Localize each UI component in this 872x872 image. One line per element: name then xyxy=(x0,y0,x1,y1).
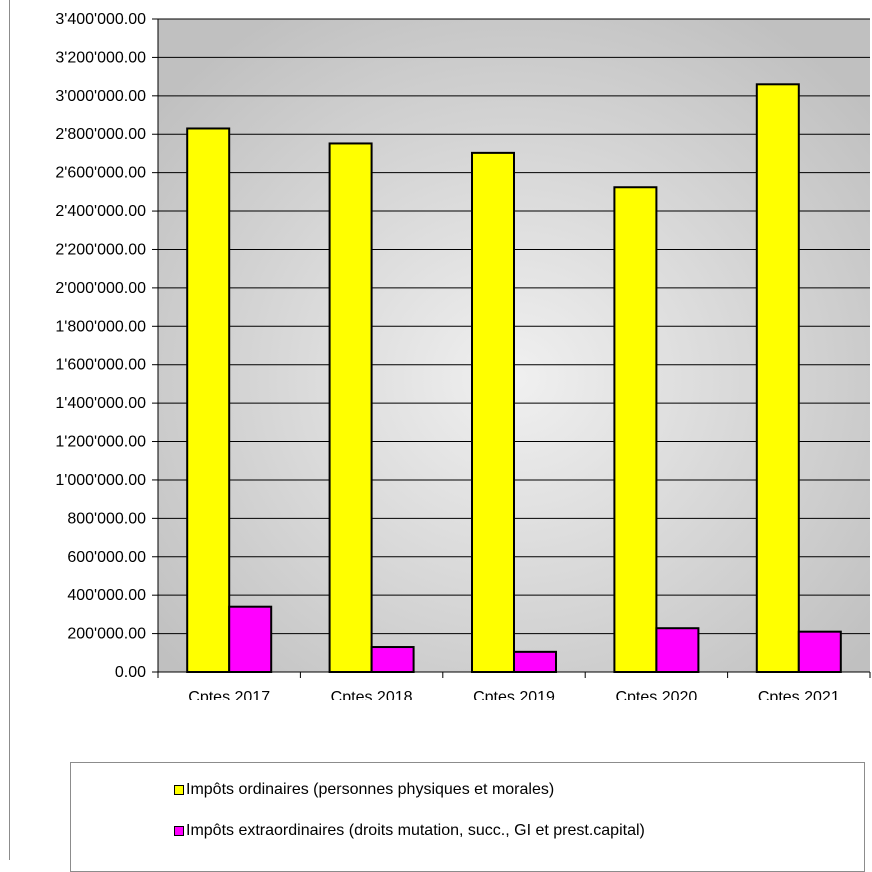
bar-ordinary xyxy=(471,151,515,674)
legend-item-ordinary: Impôts ordinaires (personnes physiques e… xyxy=(174,781,554,799)
legend: Impôts ordinaires (personnes physiques e… xyxy=(70,762,865,872)
y-tick-label: 1'400'000.00 xyxy=(55,395,146,412)
x-tick-label: Cptes 2021 xyxy=(758,689,840,700)
y-tick-label: 1'000'000.00 xyxy=(55,472,146,489)
bar-chart-svg: 0.00 200'000.00 400'000.00 600'000.00 800'00… xyxy=(55,11,871,706)
bar-extraordinary xyxy=(655,627,700,673)
bar-ordinary xyxy=(755,83,800,674)
y-tick-label: 400'000.00 xyxy=(67,587,146,604)
y-tick-label: 2'000'000.00 xyxy=(55,280,146,297)
y-tick-label: 3'200'000.00 xyxy=(55,49,146,66)
y-tick-label: 200'000.00 xyxy=(67,626,146,643)
legend-label-extraordinary: Impôts extraordinaires (droits mutation,… xyxy=(186,822,645,839)
y-tick-label: 3'400'000.00 xyxy=(55,11,146,28)
y-tick-label: 2'400'000.00 xyxy=(55,203,146,220)
legend-swatch-yellow-icon xyxy=(174,785,184,795)
y-tick-label: 800'000.00 xyxy=(67,510,146,527)
x-tick-label: Cptes 2018 xyxy=(331,689,413,700)
y-tick-label: 3'000'000.00 xyxy=(55,88,146,105)
axes xyxy=(157,19,871,678)
bar-ordinary xyxy=(328,142,373,674)
bars xyxy=(186,83,842,674)
y-tick-label: 2'200'000.00 xyxy=(55,241,146,258)
legend-swatch-magenta-icon xyxy=(174,826,184,836)
y-tick-label: 1'600'000.00 xyxy=(55,357,146,374)
bar-extraordinary xyxy=(513,650,557,673)
chart-frame-left-edge xyxy=(9,0,10,860)
x-tick-label: Cptes 2019 xyxy=(473,689,555,700)
bar-extraordinary xyxy=(797,630,842,674)
legend-label-ordinary: Impôts ordinaires (personnes physiques e… xyxy=(186,781,555,798)
y-tick-label: 2'600'000.00 xyxy=(55,165,146,182)
y-tick-label: 2'800'000.00 xyxy=(55,126,146,143)
bar-ordinary xyxy=(186,127,231,674)
x-tick-label: Cptes 2017 xyxy=(188,689,270,700)
legend-item-extraordinary: Impôts extraordinaires (droits mutation,… xyxy=(174,822,645,840)
x-tick-label: Cptes 2020 xyxy=(615,689,697,700)
y-tick-label: 0.00 xyxy=(115,664,146,681)
bar-ordinary xyxy=(613,186,658,673)
y-tick-label: 1'800'000.00 xyxy=(55,318,146,335)
bar-extraordinary xyxy=(370,646,415,673)
y-tick-label: 600'000.00 xyxy=(67,549,146,566)
y-tick-label: 1'200'000.00 xyxy=(55,434,146,451)
bar-extraordinary xyxy=(228,605,273,674)
x-tick-labels: Cptes 2017 Cptes 2018 Cptes 2019 Cptes 2020… xyxy=(188,689,840,706)
y-tick-labels: 0.00 200'000.00 400'000.00 600'000.00 800'00… xyxy=(55,11,146,681)
